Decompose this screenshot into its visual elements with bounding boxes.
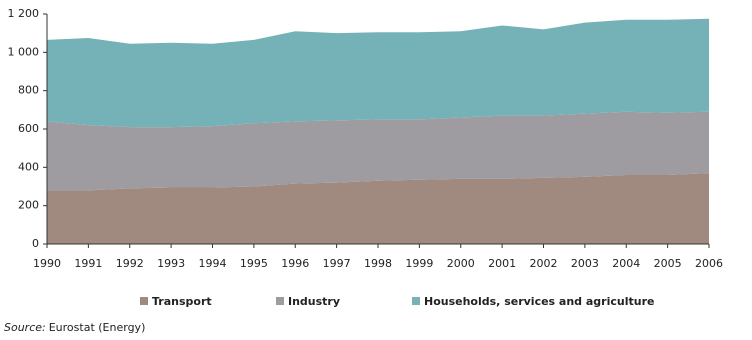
y-tick-label: 1 200 [8, 7, 40, 20]
area [47, 173, 709, 244]
x-tick-label: 1990 [33, 257, 61, 270]
source-note: Source: Eurostat (Energy) [4, 321, 145, 334]
x-tick-label: 2006 [695, 257, 723, 270]
legend: Transport Industry Households, services an… [140, 295, 654, 308]
y-tick-label: 600 [18, 122, 39, 135]
x-tick-label: 1993 [157, 257, 185, 270]
y-tick-label: 200 [18, 199, 39, 212]
area [47, 18, 709, 128]
x-tick-label: 1996 [281, 257, 309, 270]
x-tick-label: 1991 [74, 257, 102, 270]
x-tick-label: 1994 [199, 257, 227, 270]
legend-label: Transport [152, 295, 212, 308]
x-tick-label: 1995 [240, 257, 268, 270]
legend-swatch [412, 297, 420, 305]
legend-swatch [276, 297, 284, 305]
y-tick-label: 400 [18, 160, 39, 173]
legend-swatch [140, 297, 148, 305]
y-tick-label: 1 000 [8, 45, 40, 58]
source-label: Source: [4, 321, 46, 334]
x-tick-label: 2000 [447, 257, 475, 270]
x-tick-label: 1999 [405, 257, 433, 270]
legend-label: Industry [288, 295, 340, 308]
y-tick-label: 800 [18, 84, 39, 97]
x-tick-label: 2002 [530, 257, 558, 270]
x-tick-label: 1992 [116, 257, 144, 270]
x-tick-label: 2004 [612, 257, 640, 270]
area [47, 111, 709, 191]
y-tick-label: 0 [32, 237, 39, 250]
x-tick-label: 2005 [654, 257, 682, 270]
source-text: Eurostat (Energy) [49, 321, 146, 334]
x-tick-label: 1997 [323, 257, 351, 270]
x-tick-label: 1998 [364, 257, 392, 270]
legend-label: Households, services and agriculture [424, 295, 654, 308]
x-tick-label: 2003 [571, 257, 599, 270]
x-tick-label: 2001 [488, 257, 516, 270]
